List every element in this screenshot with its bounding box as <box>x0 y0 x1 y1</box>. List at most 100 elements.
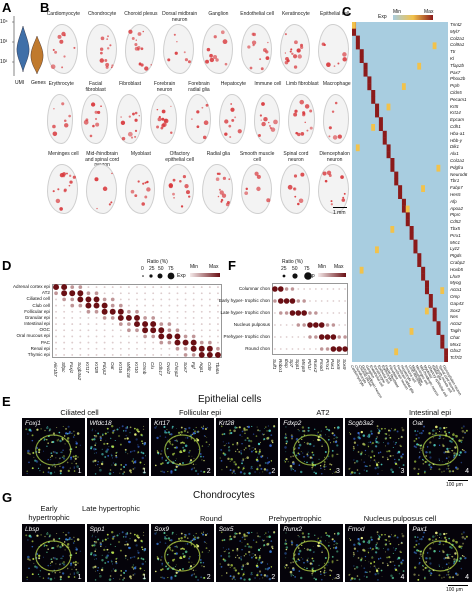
exp-legend-min: Min <box>190 264 199 270</box>
microscopy-tile: Oat 4 <box>409 418 472 476</box>
exp-legend-min-f: Min <box>318 264 327 270</box>
embryo-section <box>85 164 117 214</box>
dotplot-row-label: Thymic epi <box>27 351 50 357</box>
expression-highlight <box>168 175 191 208</box>
cell-type-label: Limb fibroblast <box>286 81 319 87</box>
heatmap-gene-label: Epcam <box>450 117 465 123</box>
cell-type-label: Forebrain radial glia <box>188 81 210 93</box>
tile-section-number: 4 <box>465 574 469 581</box>
microscopy-signal <box>413 531 469 581</box>
dotplot-row-label: Renal epi <box>30 345 50 351</box>
embryo-section <box>150 94 177 144</box>
dotplot-gene-label: Fdxp2 <box>101 362 107 375</box>
expression-highlight <box>293 99 313 137</box>
ratio-title-f: Ratio (%) <box>282 259 303 265</box>
tile-gene-label: Lbsp <box>25 526 40 533</box>
scale-bar-e <box>448 480 468 481</box>
embryo-section <box>253 94 281 144</box>
tile-gene-label: Krt17 <box>154 420 170 427</box>
heatmap-gene-label: Ptgds <box>450 253 462 259</box>
dotplot-row-label: AT2 <box>41 290 50 296</box>
embryo-section <box>115 94 143 144</box>
heatmap-gene-label: Tbr1 <box>450 178 460 184</box>
heatmap-gene-label: Col1a1 <box>450 158 465 163</box>
microscopy-tile: Sox9 2 <box>151 524 214 582</box>
heatmap-gene-label: Cd52 <box>450 219 461 225</box>
tile-gene-label: Pax1 <box>412 526 428 533</box>
heatmap-gene-label: Tagln <box>450 328 461 333</box>
embryo-section <box>184 94 212 144</box>
embryo-section <box>47 94 74 144</box>
dotplot-f-gene-labels: Sulf1 Robo1 Ibsp Sp7 Spp1 Mmp9 Pth1r Runx2 Fmod P… <box>272 357 348 381</box>
dotplot-gene-label: Robo1 <box>277 359 283 373</box>
heatmap-gene-label: Ptprc <box>450 212 461 218</box>
microscopy-signal <box>154 425 210 475</box>
microscopy-tile: Scgb3a2 3 <box>344 418 408 476</box>
expression-highlight <box>50 31 76 70</box>
tile-gene-label: Spp1 <box>89 526 105 533</box>
heatmap-gene-label: Alx1 <box>450 151 459 157</box>
heatmap-gene-label: Col2a1 <box>450 35 465 41</box>
heatmap-gene-label: Prrx1 <box>450 232 461 238</box>
microscopy-signal <box>284 426 340 475</box>
cell-type-label: Dorsal midbrain neuron <box>162 11 198 23</box>
dotplot-gene-label: Krt10 <box>134 362 139 373</box>
dotplot-gene-label: Cd9 <box>206 362 212 371</box>
heatmap-legend-min: Min <box>393 9 402 15</box>
heatmap-gene-label: Neurod6 <box>450 171 468 177</box>
dotplot-gene-label: Cdh17 <box>158 362 164 376</box>
expression-highlight <box>120 111 140 141</box>
microscopy-tile: Lbsp 1 <box>22 524 85 582</box>
ratio-tick-f: 50 <box>292 266 298 272</box>
tile-gene-label: Wfdc18 <box>89 420 112 427</box>
heatmap-gene-label: Lhx9 <box>450 273 460 279</box>
cell-type-label: Erythrocyte <box>48 81 74 87</box>
tile-section-number: 2 <box>271 468 276 475</box>
expression-highlight <box>247 32 270 71</box>
dotplot-row-label: Late hyper- trophic chon <box>220 310 270 315</box>
heatmap-legend-max: Max <box>424 9 434 15</box>
exp-legend-max-f: Max <box>334 264 344 270</box>
heatmap-gene-label: Lyz2 <box>450 246 460 252</box>
ratio-tick: 0 <box>141 266 144 272</box>
heatmap-gene-label: Hes5 <box>450 192 461 197</box>
dotplot-gene-label: Ovol2 <box>166 362 172 375</box>
tile-section-number: 3 <box>400 468 405 475</box>
dotplot-gene-label: Ctnnb <box>142 362 148 375</box>
ratio-tick: 50 <box>158 266 164 272</box>
heatmap-gene-label: Myog <box>450 280 462 286</box>
panel-label-e: E <box>2 394 11 409</box>
tile-gene-label: Runx2 <box>283 526 303 533</box>
tile-section-number: 3 <box>335 574 340 581</box>
y-tick-label: 10⁴ <box>0 19 8 25</box>
heatmap-gene-label: Pdgfra <box>450 164 464 170</box>
tile-section-number: 3 <box>335 468 340 475</box>
microscopy-signal <box>89 424 146 475</box>
heatmap-gene-label: Pax7 <box>450 69 461 75</box>
tile-section-number: 2 <box>206 468 211 475</box>
cell-type-label: Myoblast <box>130 151 151 157</box>
ratio-tick-f: 75 <box>304 266 310 272</box>
microscopy-tile: Wfdc18 1 <box>86 418 150 476</box>
heatmap-gene-label: Chat <box>450 334 460 340</box>
microscopy-tile: Krt17 2 <box>151 418 214 476</box>
expression-highlight <box>84 102 103 138</box>
cell-type-label: Chondrocyte <box>87 11 117 17</box>
embryo-section <box>240 164 272 214</box>
heatmap-gene-label: Cdh1 <box>450 124 461 129</box>
embryo-section <box>279 164 311 214</box>
dotplot-chondrocyte <box>272 283 348 355</box>
scale-bar-g <box>448 585 468 586</box>
embryo-section <box>202 164 233 214</box>
cell-type-label: Choroid plexus <box>124 11 158 17</box>
embryo-section <box>202 24 233 74</box>
embryo-section <box>163 24 194 74</box>
expression-highlight <box>167 33 192 64</box>
heatmap-gene-label: Acta2 <box>450 321 462 327</box>
dotplot-gene-label: Aqp1 <box>198 362 204 373</box>
dotplot-row-label: Ciliated cell <box>26 296 51 302</box>
cell-type-label: Hepatocyte <box>220 81 247 87</box>
tile-gene-label: Scgb3a2 <box>347 420 374 427</box>
exp-color-scale-f <box>318 273 346 277</box>
dotplot-row-label: Follicular epi <box>24 308 50 314</box>
